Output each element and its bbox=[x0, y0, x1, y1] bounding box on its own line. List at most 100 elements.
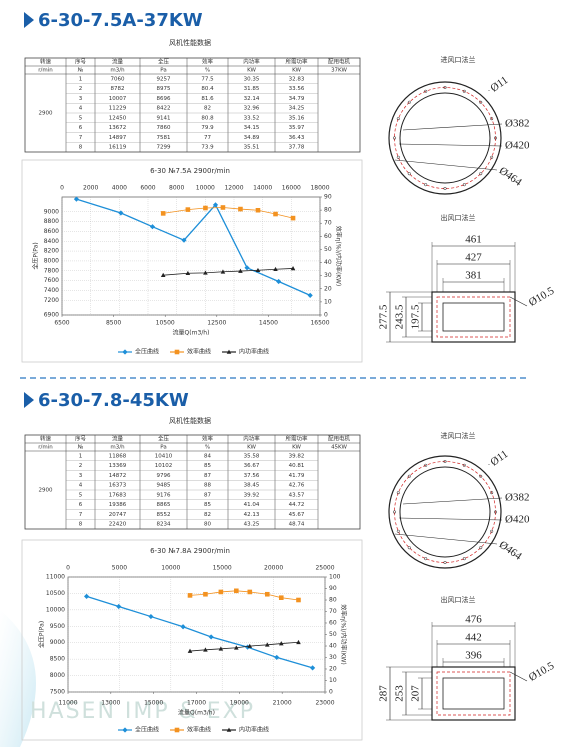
table-cell: 4 bbox=[79, 483, 83, 489]
y2-tick-label: 50 bbox=[324, 246, 332, 253]
chart-frame bbox=[21, 159, 363, 363]
x2-tick-label: 8000 bbox=[169, 185, 184, 192]
y2-tick-label: 10 bbox=[329, 677, 337, 684]
bolt-hole bbox=[424, 183, 428, 187]
bolt-hole bbox=[407, 546, 411, 550]
table-unit: KW bbox=[292, 68, 301, 74]
flange-outer bbox=[388, 455, 502, 569]
y2-axis-title: 效率η(%)/内功率(KW) bbox=[340, 604, 348, 665]
y2-tick-label: 20 bbox=[324, 285, 332, 292]
leader-line bbox=[509, 671, 528, 682]
y-axis-title: 全压P(Pa) bbox=[38, 621, 46, 648]
table-unit: r/min bbox=[38, 68, 53, 74]
legend-label: 效率曲线 bbox=[187, 348, 211, 356]
data-point bbox=[148, 613, 154, 620]
table-unit: m3/h bbox=[110, 445, 125, 451]
dimension-label: Ø420 bbox=[505, 140, 530, 152]
dimension-label: Ø420 bbox=[505, 514, 530, 526]
table-cell: 3 bbox=[79, 96, 83, 102]
table-cell: 79.9 bbox=[201, 125, 214, 131]
flange-rect-bolt bbox=[436, 671, 511, 716]
data-point bbox=[187, 648, 193, 653]
y2-tick-label: 20 bbox=[329, 666, 337, 673]
y-tick-label: 10500 bbox=[46, 590, 65, 597]
data-point bbox=[247, 643, 253, 648]
table-cell: 3 bbox=[79, 473, 83, 479]
table-cell: 13672 bbox=[109, 125, 127, 131]
data-point bbox=[296, 597, 301, 603]
table-header: 效率 bbox=[202, 435, 214, 443]
table-cell: 9257 bbox=[157, 76, 171, 82]
x-tick-label: 13000 bbox=[101, 700, 120, 707]
x-axis-title: 流量Q(m3/h) bbox=[173, 329, 210, 337]
bolt-hole bbox=[392, 136, 397, 140]
table-cell: 22420 bbox=[109, 522, 127, 528]
x-tick-label: 23000 bbox=[315, 700, 334, 707]
data-point bbox=[273, 211, 278, 217]
flange-label: 进风口法兰 bbox=[441, 431, 476, 440]
x2-tick-label: 2000 bbox=[83, 185, 98, 192]
bolt-hole bbox=[490, 155, 494, 159]
table-header: 配用电机 bbox=[328, 58, 351, 66]
data-point bbox=[220, 205, 226, 210]
table-cell: 34.25 bbox=[289, 106, 305, 112]
table-cell: 12450 bbox=[109, 115, 127, 121]
table-cell: 82 bbox=[204, 106, 211, 112]
table-cell: 9141 bbox=[157, 115, 171, 121]
legend-marker bbox=[174, 349, 180, 355]
data-point bbox=[255, 267, 261, 273]
data-point bbox=[264, 642, 270, 647]
table-cell: 6 bbox=[79, 125, 83, 131]
title-icon bbox=[24, 12, 34, 28]
legend-marker bbox=[122, 727, 128, 733]
table-cell: 33.52 bbox=[244, 115, 260, 121]
table-cell: 84 bbox=[204, 453, 211, 459]
y-tick-label: 7200 bbox=[44, 297, 59, 304]
y-tick-label: 9000 bbox=[44, 208, 59, 215]
table-unit: № bbox=[78, 68, 84, 74]
x-tick-label: 6500 bbox=[54, 320, 69, 327]
x-tick-label: 12500 bbox=[207, 320, 226, 327]
bolt-hole bbox=[407, 172, 411, 176]
x2-tick-label: 10000 bbox=[161, 565, 180, 572]
table-cell: 8975 bbox=[157, 86, 171, 92]
title-icon bbox=[24, 392, 34, 408]
section-title: 6-30-7.8-45KW bbox=[38, 390, 189, 411]
bolt-hole bbox=[493, 136, 498, 140]
dimension-label: Ø10.5 bbox=[527, 285, 557, 309]
x-tick-label: 11000 bbox=[58, 700, 77, 707]
x-tick-label: 17000 bbox=[187, 700, 206, 707]
legend-marker bbox=[122, 349, 128, 355]
table-cell: 2 bbox=[79, 463, 83, 469]
legend-label: 内功率曲线 bbox=[239, 726, 269, 734]
x2-tick-label: 15000 bbox=[213, 565, 232, 572]
legend-label: 内功率曲线 bbox=[239, 348, 269, 356]
y-tick-label: 8500 bbox=[50, 656, 65, 663]
table-cell: 48.74 bbox=[289, 522, 305, 528]
table-cell: 13369 bbox=[109, 463, 127, 469]
leader-line bbox=[394, 533, 498, 545]
x2-tick-label: 18000 bbox=[310, 185, 329, 192]
table-cell: 7060 bbox=[111, 76, 125, 82]
table-cell: 42.13 bbox=[244, 512, 260, 518]
table-cell: 9485 bbox=[157, 483, 171, 489]
table-header: 流量 bbox=[112, 58, 124, 66]
bolt-hole bbox=[392, 510, 397, 514]
legend-marker bbox=[226, 727, 232, 732]
table-cell: 36.43 bbox=[289, 135, 305, 141]
data-point bbox=[264, 591, 270, 597]
table-cell: 41.04 bbox=[244, 502, 260, 508]
leader-line bbox=[402, 497, 503, 505]
table-cell: 85 bbox=[204, 502, 211, 508]
table-cell: 10410 bbox=[155, 453, 173, 459]
table-cell: 7299 bbox=[157, 145, 171, 151]
table-cell: 44.72 bbox=[289, 502, 305, 508]
legend-label: 全压曲线 bbox=[135, 726, 159, 734]
table-cell: 39.92 bbox=[244, 492, 260, 498]
y-tick-label: 8400 bbox=[44, 238, 59, 245]
plot-area bbox=[61, 196, 321, 316]
table-speed: 2900 bbox=[39, 111, 53, 117]
bolt-hole bbox=[490, 529, 494, 533]
bolt-hole bbox=[396, 117, 400, 121]
table-header: 配用电机 bbox=[328, 435, 351, 443]
